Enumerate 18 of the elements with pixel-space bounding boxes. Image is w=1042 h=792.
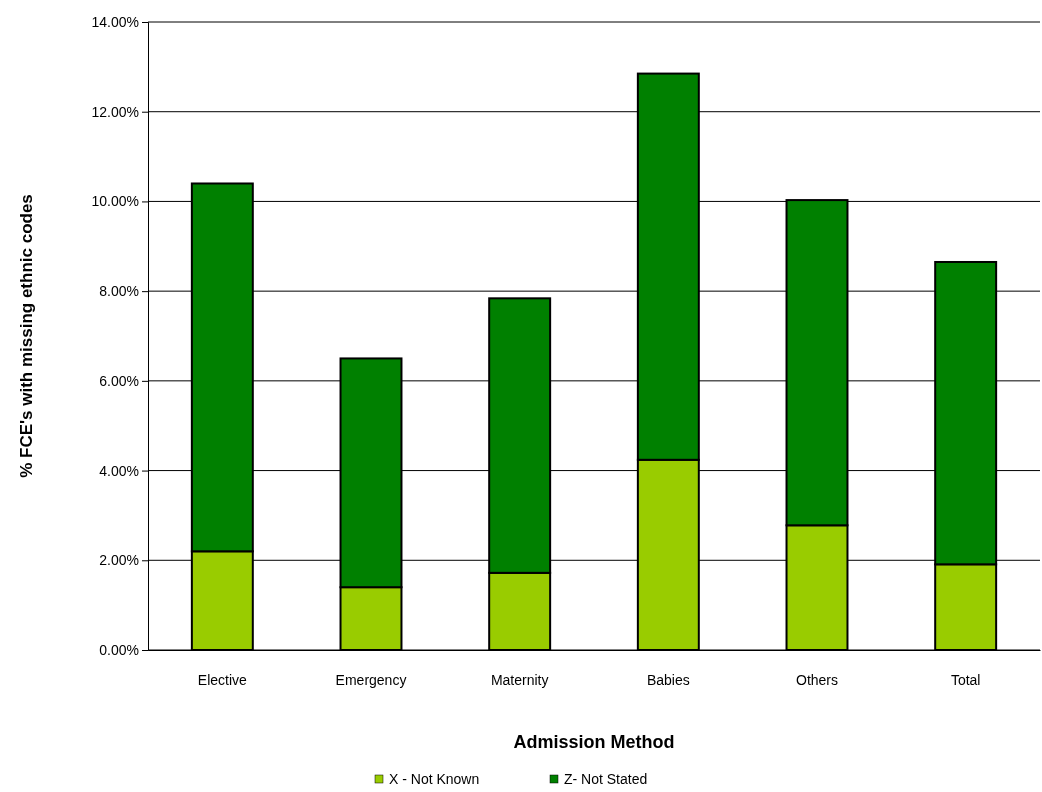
legend-label: Z- Not Stated: [564, 771, 648, 787]
y-tick-label: 8.00%: [99, 283, 139, 300]
x-tick-label: Elective: [197, 671, 248, 688]
x-tick-label: Total: [950, 671, 981, 688]
x-axis-title: Admission Method: [513, 732, 675, 752]
y-tick-label: 10.00%: [91, 193, 139, 210]
y-axis-title: % FCE's with missing ethnic codes: [17, 194, 36, 478]
y-tick-label: 4.00%: [99, 462, 139, 479]
y-tick-label: 0.00%: [99, 641, 139, 658]
x-tick-label: Babies: [646, 671, 690, 688]
x-tick-label: Others: [795, 671, 839, 688]
y-tick-label: 12.00%: [91, 103, 139, 120]
y-tick-label: 2.00%: [99, 552, 139, 569]
y-tick-label: 14.00%: [91, 13, 139, 30]
x-tick-label: Emergency: [335, 671, 407, 688]
x-tick-label: Maternity: [490, 671, 549, 688]
y-tick-label: 6.00%: [99, 372, 139, 389]
legend-label: X - Not Known: [389, 771, 480, 787]
